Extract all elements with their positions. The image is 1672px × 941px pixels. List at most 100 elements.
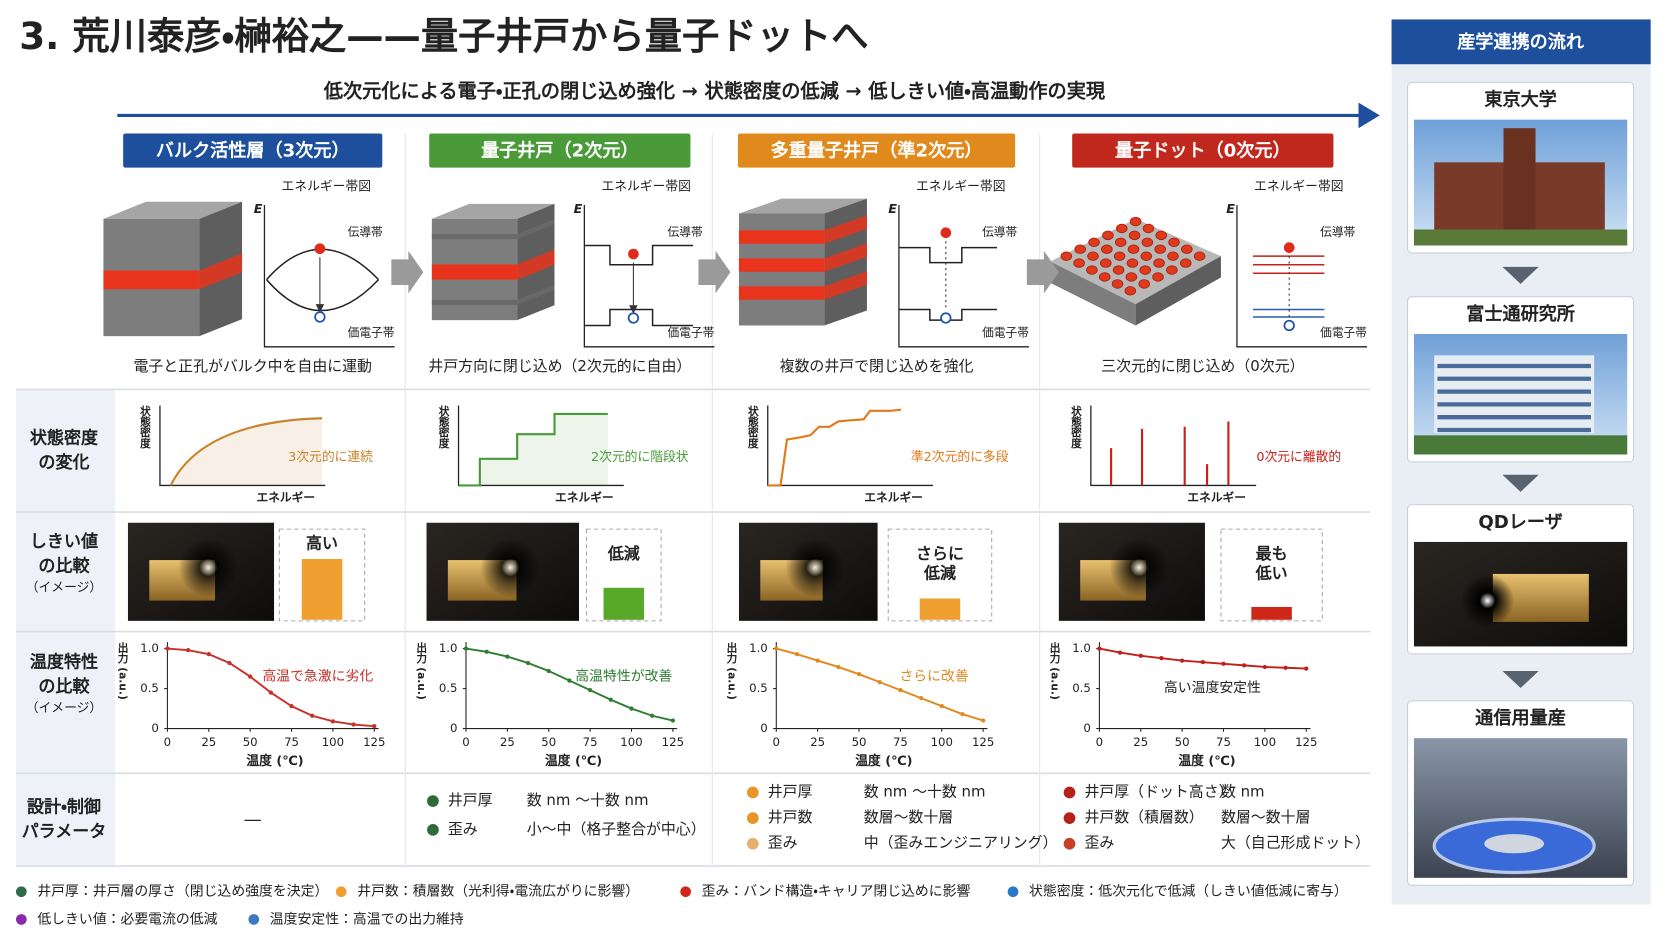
legend-dot: [335, 886, 347, 898]
quantum-dot: [1086, 265, 1098, 275]
electron: [314, 243, 326, 255]
quantum-dot: [1152, 272, 1164, 282]
temp-point: [877, 680, 882, 685]
column-header-text: 多重量子井戸（準2次元）: [771, 140, 983, 162]
conduction-band: [1252, 255, 1325, 274]
valence-label: 価電子帯: [668, 325, 715, 339]
block-layer-side: [517, 219, 555, 240]
dos-axis: [1090, 405, 1257, 487]
legend-dot: [680, 886, 691, 898]
quantum-dot: [1128, 230, 1141, 241]
dos-y-label: 状態密度: [1070, 405, 1083, 449]
temp-point: [1242, 663, 1247, 668]
temp-x-label: 温度 (℃): [545, 753, 602, 769]
flow-arrow: [1502, 266, 1539, 284]
parameter-name: 歪み: [448, 820, 478, 838]
electron: [628, 248, 639, 260]
threshold-box: [278, 528, 366, 622]
x-tick-label: 75: [1216, 735, 1231, 749]
quantum-dot: [1127, 244, 1140, 254]
temp-y-label: 出力 (a.u.): [415, 642, 428, 700]
legend-text: 井戸厚：井戸層の厚さ（閉じ込め強度を決定）: [37, 884, 328, 900]
temp-point: [372, 724, 377, 729]
temp-point: [939, 704, 944, 709]
block-layer: [103, 270, 200, 290]
temp-curve: [167, 647, 375, 728]
temp-point: [351, 722, 356, 727]
temp-curve: [465, 647, 674, 722]
temp-point: [206, 652, 211, 657]
step-chevron: [1026, 250, 1059, 294]
quantum-dot: [1166, 265, 1178, 275]
laser-glow: [1460, 573, 1515, 628]
parameter-name: 井戸厚: [768, 783, 813, 801]
hole: [1283, 319, 1295, 332]
threshold-bar: [301, 559, 343, 620]
temp-point: [898, 688, 903, 693]
temp-label: 高い温度安定性: [1164, 679, 1261, 696]
x-tick-label: 75: [284, 735, 299, 749]
y-tick-label: 1.0: [140, 641, 159, 655]
parameter-bullet: [427, 823, 439, 836]
quantum-dot: [1181, 244, 1193, 254]
block-layer: [431, 234, 518, 240]
quantum-dot: [1154, 244, 1166, 254]
quantum-dot: [1113, 251, 1126, 261]
dos-fill: [170, 418, 323, 486]
parameter-value: 中（歪みエンジニアリング）: [864, 834, 1058, 852]
temp-point: [505, 654, 510, 659]
y-tick-label: 0.5: [749, 681, 768, 695]
conduction-label: 伝導帯: [348, 225, 383, 239]
quantum-dot: [1098, 272, 1111, 282]
temp-point: [525, 660, 531, 666]
temp-point: [1159, 656, 1164, 661]
temp-point: [608, 697, 613, 702]
band-title: エネルギー帯図: [916, 179, 1005, 194]
temp-y-label: 出力 (a.u.): [726, 642, 739, 700]
hole: [314, 311, 326, 323]
dos-axis: [159, 405, 326, 487]
temp-label: 高温で急激に劣化: [262, 667, 373, 684]
quantum-dot: [1087, 251, 1099, 261]
flow-header: [1391, 19, 1651, 65]
quantum-dot: [1139, 265, 1151, 275]
legend-text: 温度安定性：高温での出力維持: [270, 910, 464, 927]
quantum-dot: [1153, 258, 1165, 268]
threshold-bar: [919, 598, 961, 620]
temp-point: [1117, 650, 1123, 655]
band-axis: [583, 204, 715, 348]
temp-point: [794, 652, 800, 657]
temp-point: [185, 648, 191, 653]
temp-point: [856, 672, 862, 677]
valence-label: 価電子帯: [348, 325, 395, 339]
column-header: [123, 133, 383, 168]
flow-step-label: 富士通研究所: [1466, 303, 1575, 325]
legend-text: 状態密度：低次元化で低減（しきい値低減に寄与）: [1029, 883, 1348, 900]
parameter-bullet: [746, 812, 759, 824]
threshold-label: 低減: [923, 563, 956, 582]
flow-step-label: 通信用量産: [1475, 707, 1566, 729]
block-layer: [738, 258, 825, 272]
conduction-label: 伝導帯: [1320, 225, 1355, 239]
y-tick-label: 0.5: [1072, 681, 1091, 695]
temp-point: [836, 664, 841, 670]
quantum-dot: [1142, 223, 1155, 234]
band-axis: [898, 204, 1030, 348]
temp-point: [289, 704, 294, 709]
block-layer: [738, 230, 825, 244]
dos-x-label: エネルギー: [555, 491, 614, 505]
temp-point: [165, 646, 170, 651]
electron: [940, 227, 952, 239]
temp-point: [463, 646, 469, 651]
temp-point: [1097, 646, 1102, 651]
slide-title: 3. 荒川泰彦・榊裕之——量子井戸から量子ドットへ: [19, 14, 868, 58]
temp-point: [248, 674, 253, 679]
parameter-name: 井戸厚: [448, 791, 493, 809]
x-tick-label: 0: [1096, 735, 1103, 749]
parameter-none: —: [244, 809, 262, 830]
valence-label: 価電子帯: [982, 325, 1029, 339]
parameter-name: 井戸数（積層数）: [1084, 808, 1203, 826]
row-label: の比較: [38, 676, 90, 697]
parameter-name: 井戸厚（ドット高さ）: [1084, 783, 1233, 801]
